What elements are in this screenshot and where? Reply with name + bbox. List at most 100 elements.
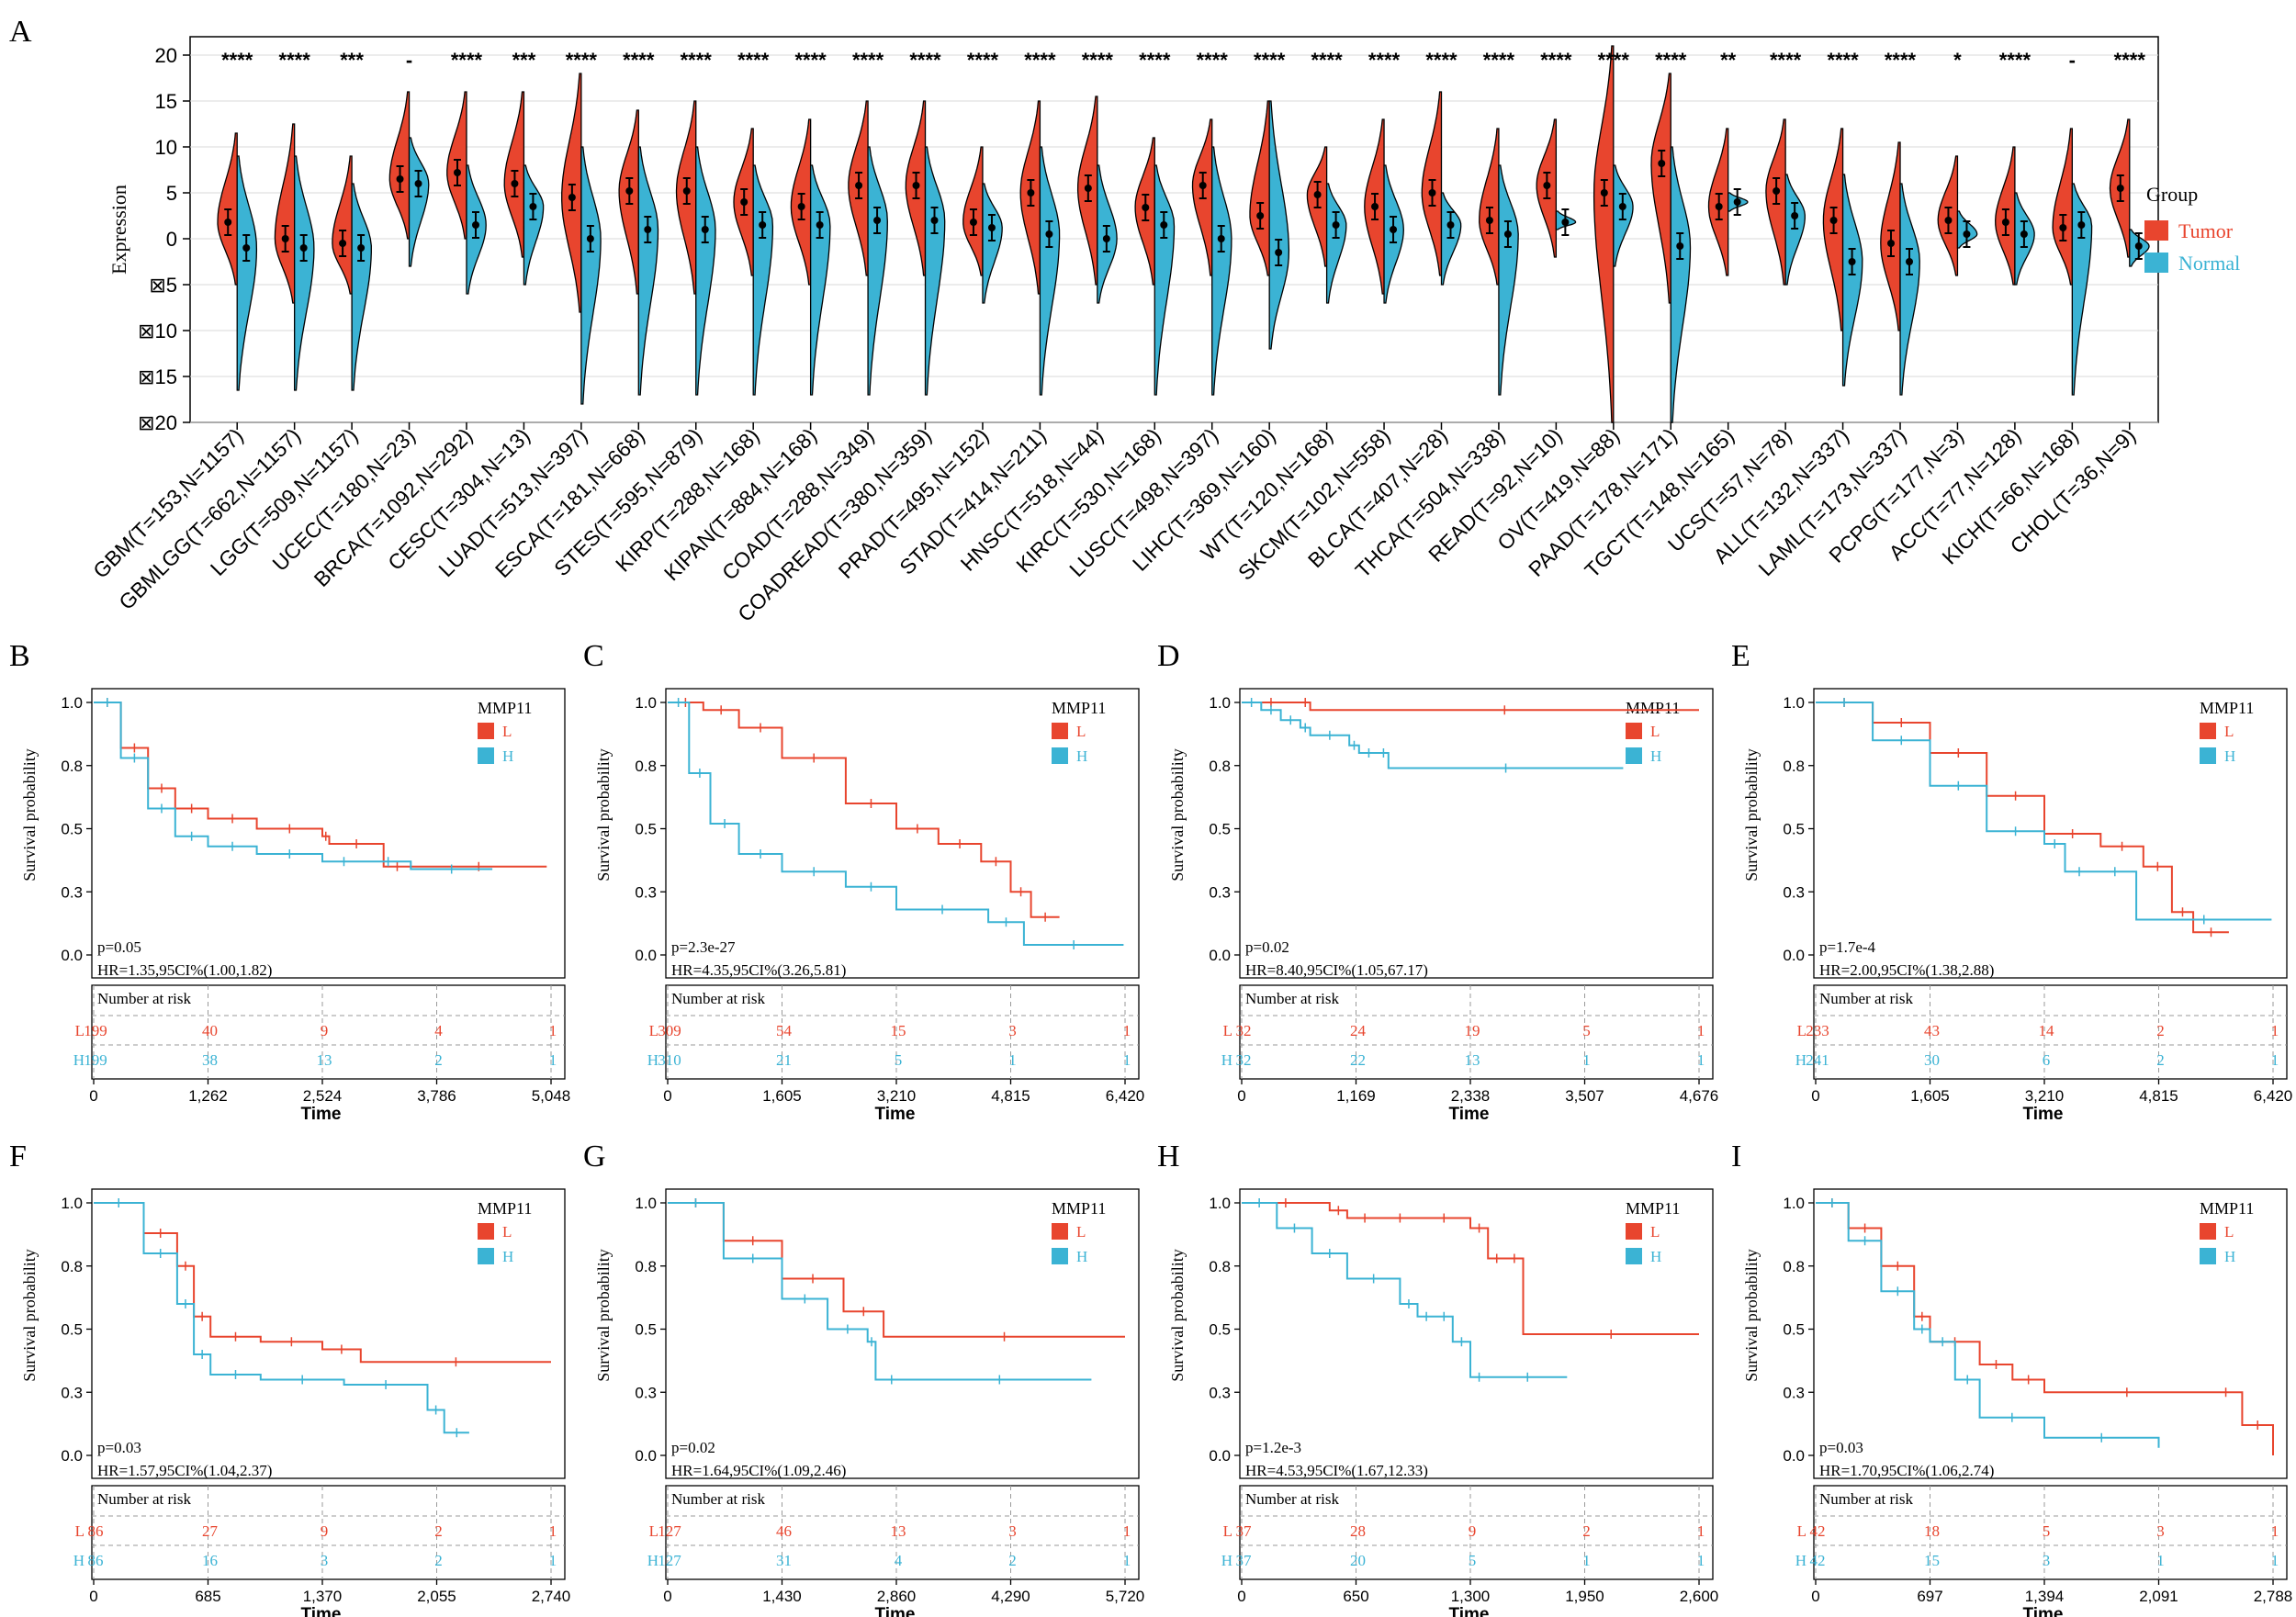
risk-count: 1	[1123, 1522, 1131, 1540]
y-axis-label: Survival probability	[20, 748, 39, 881]
x-axis-label: Time	[874, 1105, 915, 1124]
y-axis-label: Survival probability	[1742, 1249, 1761, 1381]
normal-median-point	[299, 244, 308, 252]
km-curve-h	[1242, 1202, 1568, 1378]
x-tick-label: 2,338	[1451, 1087, 1491, 1105]
risk-count: 22	[1350, 1051, 1366, 1069]
legend-swatch	[1052, 747, 1068, 764]
normal-median-point	[873, 217, 882, 224]
risk-count: 27	[202, 1522, 219, 1540]
x-tick-label: 0	[89, 1087, 97, 1105]
km-curve-l	[1816, 702, 2229, 934]
km-curve-l	[1242, 702, 1699, 712]
tumor-median-point	[1027, 189, 1035, 197]
legend-swatch	[478, 1223, 494, 1240]
risk-count: 28	[1350, 1522, 1366, 1540]
risk-count: 46	[776, 1522, 792, 1540]
risk-count: 1	[2156, 1552, 2165, 1569]
y-tick-label: 15	[155, 90, 177, 113]
x-tick-label: 650	[1343, 1588, 1368, 1605]
violin-group	[2052, 128, 2093, 396]
violin-normal	[2071, 183, 2093, 396]
significance-label: ****	[909, 49, 941, 72]
y-tick-label: 0.3	[61, 883, 83, 901]
tumor-median-point	[797, 203, 805, 210]
x-tick-label: 2,788	[2254, 1588, 2293, 1605]
risk-count: 233	[1806, 1022, 1829, 1039]
panel-label: E	[1731, 639, 1750, 673]
violin-normal	[1325, 183, 1347, 304]
risk-count: 86	[88, 1522, 104, 1540]
risk-count: 310	[658, 1051, 681, 1069]
y-tick-label: 0.8	[1783, 758, 1805, 775]
significance-label: ****	[1885, 49, 1917, 72]
significance-label: ***	[340, 49, 364, 72]
risk-count: 1	[1582, 1552, 1591, 1569]
normal-median-point	[816, 221, 824, 229]
y-tick-label: 5	[166, 182, 177, 205]
risk-count: 5	[1582, 1022, 1591, 1039]
risk-count: 1	[2271, 1522, 2279, 1540]
plot-frame	[1239, 1188, 1714, 1479]
legend-swatch	[2200, 1248, 2216, 1264]
y-tick-label: 0.5	[1209, 821, 1231, 838]
risk-count: 2	[1008, 1552, 1017, 1569]
y-tick-label: 0.3	[1783, 883, 1805, 901]
legend-swatch	[1626, 747, 1642, 764]
p-value-label: p=1.7e-4	[1819, 938, 1876, 956]
violin-normal	[1899, 183, 1920, 396]
risk-count: 16	[202, 1552, 218, 1569]
x-axis-label: Time	[2022, 1605, 2063, 1617]
normal-median-point	[930, 217, 939, 224]
risk-count: 3	[2043, 1552, 2051, 1569]
risk-table-frame	[1813, 984, 2288, 1080]
panel-a-violin-chart: A20151050⊠5⊠10⊠15⊠20Expression****GBM(T=…	[9, 15, 2240, 626]
risk-count: 43	[1924, 1022, 1940, 1039]
violin-group	[1937, 155, 1978, 276]
violin-group	[1593, 45, 1634, 423]
risk-count: 3	[2156, 1522, 2165, 1540]
significance-label: -	[406, 49, 412, 72]
x-tick-label: 4,815	[2139, 1087, 2178, 1105]
km-panel-c: C 0.0 0.3 0.5 0.8 1.0 Survival probability MMP1…	[583, 639, 1144, 1124]
x-axis-label: Time	[1448, 1605, 1489, 1617]
x-tick-label: 2,091	[2139, 1588, 2178, 1605]
risk-count: 199	[84, 1051, 107, 1069]
normal-median-point	[529, 203, 537, 210]
km-curve-h	[94, 702, 493, 870]
risk-row-label: H	[1795, 1552, 1806, 1569]
normal-median-point	[701, 226, 709, 233]
x-tick-label: 1,169	[1336, 1087, 1376, 1105]
risk-table-title: Number at risk	[671, 990, 765, 1007]
km-curve-l	[668, 702, 1060, 918]
significance-label: ****	[221, 49, 253, 72]
normal-median-point	[586, 235, 594, 242]
risk-count: 2	[1582, 1522, 1591, 1540]
panel-label: H	[1157, 1140, 1180, 1173]
risk-count: 1	[549, 1051, 557, 1069]
tumor-median-point	[1371, 203, 1379, 210]
y-tick-label: 0.5	[1783, 1321, 1805, 1339]
violin-group	[1306, 146, 1347, 304]
y-tick-label: 0.3	[1209, 1384, 1231, 1401]
hazard-ratio-label: HR=1.70,95CI%(1.06,2.74)	[1819, 1462, 1994, 1479]
legend-label: H	[502, 1248, 513, 1265]
violin-normal	[982, 183, 1003, 304]
risk-table-title: Number at risk	[97, 1490, 191, 1508]
tumor-median-point	[339, 240, 347, 247]
normal-median-point	[1963, 230, 1971, 238]
tumor-median-point	[1715, 203, 1723, 210]
y-axis-label: Survival probability	[1168, 1249, 1187, 1381]
km-panel-e: E 0.0 0.3 0.5 0.8 1.0 Survival probability MMP1…	[1731, 639, 2292, 1124]
y-tick-label: 0.3	[635, 883, 657, 901]
x-tick-label: 5,720	[1106, 1588, 1145, 1605]
y-tick-label: 1.0	[635, 694, 657, 712]
violin-group	[274, 123, 315, 391]
violin-normal	[1154, 164, 1176, 396]
violin-normal	[1498, 164, 1519, 396]
risk-count: 21	[776, 1051, 792, 1069]
y-tick-label: 0.3	[61, 1384, 83, 1401]
tumor-median-point	[1658, 160, 1666, 167]
risk-count: 18	[1924, 1522, 1940, 1540]
normal-median-point	[357, 244, 366, 252]
